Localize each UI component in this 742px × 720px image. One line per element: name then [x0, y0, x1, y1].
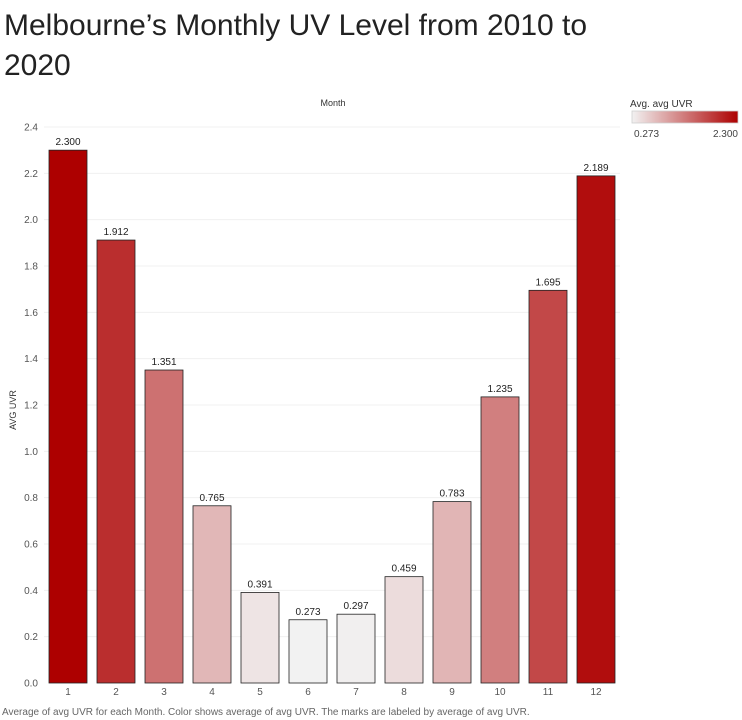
y-tick-label: 1.4: [24, 354, 38, 365]
y-tick-label: 1.6: [24, 308, 38, 319]
data-label: 0.391: [247, 579, 272, 590]
bar-month-5: [240, 592, 280, 684]
x-tick-label: 10: [494, 687, 506, 698]
color-legend: Avg. avg UVR 0.273 2.300: [630, 99, 738, 140]
legend-max-label: 2.300: [713, 129, 738, 140]
bar-month-1: [48, 149, 88, 684]
data-label: 0.297: [343, 601, 368, 612]
x-tick-label: 4: [209, 687, 215, 698]
bar-month-12: [576, 175, 616, 684]
y-tick-label: 2.0: [24, 215, 38, 226]
uv-bar-chart: 0.00.20.40.60.81.01.21.41.61.82.02.22.4 …: [8, 98, 738, 698]
data-label: 0.273: [295, 607, 320, 618]
y-tick-label: 1.0: [24, 447, 38, 458]
bar-month-8: [384, 576, 424, 684]
y-tick-label: 0.0: [24, 679, 38, 690]
y-tick-label: 1.8: [24, 262, 38, 273]
legend-gradient-bar: [631, 110, 739, 124]
x-tick-label: 3: [161, 687, 167, 698]
y-tick-label: 2.2: [24, 169, 38, 180]
column-header: Month: [320, 98, 345, 108]
bar-month-2: [96, 239, 136, 684]
bar-month-9: [432, 501, 472, 684]
bar-month-6: [288, 619, 328, 684]
bar-month-3: [144, 369, 184, 684]
y-tick-label: 2.4: [24, 123, 38, 134]
data-labels: 2.300 1.912 1.351 0.765 0.391 0.273 0.297 0.459…: [55, 137, 608, 618]
x-tick-label: 5: [257, 687, 263, 698]
legend-min-label: 0.273: [634, 129, 659, 140]
data-label: 0.783: [439, 489, 464, 500]
data-label: 1.695: [535, 277, 560, 288]
x-tick-label: 9: [449, 687, 455, 698]
data-label: 1.235: [487, 384, 512, 395]
y-tick-label: 0.8: [24, 493, 38, 504]
data-label: 1.912: [103, 227, 128, 238]
x-tick-label: 1: [65, 687, 71, 698]
data-label: 2.300: [55, 137, 80, 148]
bar-month-10: [480, 396, 520, 684]
x-tick-label: 8: [401, 687, 407, 698]
gridlines: [44, 126, 620, 638]
x-tick-label: 2: [113, 687, 119, 698]
y-axis-ticks: 0.0 0.2 0.4 0.6 0.8 1.0 1.2 1.4 1.6 1.8 2.0 2.2 2.4: [24, 123, 38, 690]
y-tick-label: 0.6: [24, 540, 38, 551]
x-tick-label: 12: [590, 687, 602, 698]
bars: [48, 149, 616, 684]
x-tick-label: 6: [305, 687, 311, 698]
data-label: 1.351: [151, 357, 176, 368]
y-tick-label: 1.2: [24, 401, 38, 412]
footnote: Average of avg UVR for each Month. Color…: [2, 707, 530, 718]
bar-month-4: [192, 505, 232, 684]
legend-title: Avg. avg UVR: [630, 99, 693, 110]
x-tick-label: 7: [353, 687, 359, 698]
data-label: 2.189: [583, 163, 608, 174]
bar-month-7: [336, 613, 376, 684]
bar-month-11: [528, 289, 568, 684]
x-axis-ticks: 1 2 3 4 5 6 7 8 9 10 11 12: [65, 687, 602, 698]
y-tick-label: 0.2: [24, 632, 38, 643]
page-title: Melbourne’s Monthly UV Level from 2010 t…: [4, 9, 588, 82]
x-tick-label: 11: [543, 687, 554, 698]
data-label: 0.459: [391, 564, 416, 575]
data-label: 0.765: [199, 493, 224, 504]
y-tick-label: 0.4: [24, 586, 38, 597]
y-axis-title: AVG UVR: [8, 390, 18, 430]
